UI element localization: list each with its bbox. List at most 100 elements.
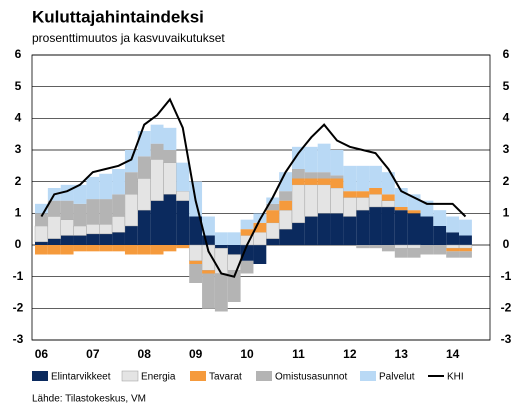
bar-segment (356, 245, 370, 249)
y2-tick-label: 0 (503, 237, 510, 251)
bar-segment (317, 172, 331, 179)
bar-segment (35, 213, 48, 226)
bar-segment (304, 172, 318, 179)
bar-segment (446, 244, 460, 249)
y-tick-label: -2 (13, 301, 24, 315)
bar-segment (202, 235, 215, 245)
bar-segment (278, 209, 293, 230)
bar-segment (86, 245, 100, 252)
bar-segment (279, 200, 292, 211)
bar-segment (137, 156, 151, 179)
bar-segment (433, 245, 447, 255)
y2-tick-label: 1 (503, 206, 510, 220)
bar-segment (446, 251, 460, 258)
bar-segment (47, 238, 61, 245)
bar-segment (86, 233, 100, 245)
bar-segment (459, 251, 472, 258)
bar-segment (458, 244, 473, 249)
bar-segment (279, 191, 292, 201)
bar-segment (73, 203, 87, 226)
bar-segment (369, 207, 382, 245)
bar-segment (47, 200, 61, 217)
x-tick-label: 08 (138, 347, 152, 361)
bar-segment (60, 235, 74, 245)
bar-segment (317, 178, 331, 185)
bar-segment (99, 245, 113, 252)
bar-segment (356, 165, 370, 192)
bar-segment (60, 245, 74, 255)
bar-segment (240, 245, 254, 261)
legend-swatch (256, 371, 272, 381)
bar-segment (330, 175, 344, 179)
bar-segment (381, 200, 396, 208)
legend-label: KHI (447, 372, 464, 383)
bar-segment (35, 241, 48, 245)
bar-segment (86, 176, 100, 200)
bar-segment (124, 194, 138, 227)
bar-segment (176, 190, 190, 201)
bar-segment (137, 131, 151, 157)
bar-segment (253, 245, 267, 264)
bar-segment (124, 245, 138, 255)
bar-segment (188, 244, 203, 262)
bar-segment (266, 210, 280, 223)
y2-tick-label: 5 (503, 79, 510, 93)
bar-segment (343, 216, 357, 245)
bar-segment (292, 146, 305, 169)
bar-segment (202, 216, 215, 236)
legend-swatch (121, 370, 139, 382)
y2-tick-label: 3 (503, 142, 510, 156)
bar-segment (381, 245, 395, 252)
y2-tick-label: -1 (501, 269, 512, 283)
bar-segment (47, 245, 61, 255)
legend-label: Tavarat (209, 372, 242, 383)
bar-segment (317, 184, 331, 214)
bar-segment (35, 203, 48, 214)
bar-segment (60, 219, 74, 236)
bar-segment (291, 184, 306, 224)
bar-segment (99, 233, 113, 245)
bar-segment (163, 150, 177, 163)
y-tick-label: -3 (13, 332, 24, 346)
x-tick-label: 11 (292, 347, 305, 361)
bar-segment (150, 200, 164, 245)
bar-segment (163, 194, 177, 245)
bar-segment (112, 245, 125, 252)
y-tick-label: 0 (15, 237, 22, 251)
y-tick-label: 5 (15, 79, 22, 93)
bar-segment (266, 197, 280, 204)
bar-segment (124, 172, 138, 195)
bar-segment (137, 245, 151, 255)
bar-segment (356, 191, 370, 198)
x-tick-label: 12 (343, 347, 357, 361)
bar-segment (163, 162, 177, 195)
bar-segment (73, 245, 87, 252)
bar-segment (35, 245, 48, 255)
bar-segment (369, 188, 382, 195)
bar-segment (176, 200, 190, 245)
bar-segment (112, 194, 125, 217)
bar-segment (253, 232, 267, 246)
bar-segment (214, 247, 228, 274)
bar-segment (253, 222, 267, 233)
bar-segment (86, 199, 100, 225)
bar-segment (343, 197, 357, 217)
bar-segment (381, 207, 395, 245)
bar-segment (202, 270, 215, 274)
bar-segment (394, 248, 408, 258)
bar-segment (99, 224, 113, 235)
chart-title: Kuluttajahintaindeksi (32, 7, 204, 26)
bar-segment (394, 210, 408, 245)
legend-label: Energia (141, 372, 176, 383)
bar-segment (381, 194, 395, 201)
bar-segment (394, 244, 408, 249)
bar-segment (433, 226, 447, 245)
line (40, 97, 467, 278)
y-tick-label: -1 (13, 269, 24, 283)
bar-segment (433, 210, 447, 226)
bar-segment (99, 199, 113, 225)
bar-segment (459, 219, 472, 236)
bar-segment (420, 245, 434, 255)
bar-segment (304, 146, 318, 173)
bar-segment (446, 232, 460, 245)
